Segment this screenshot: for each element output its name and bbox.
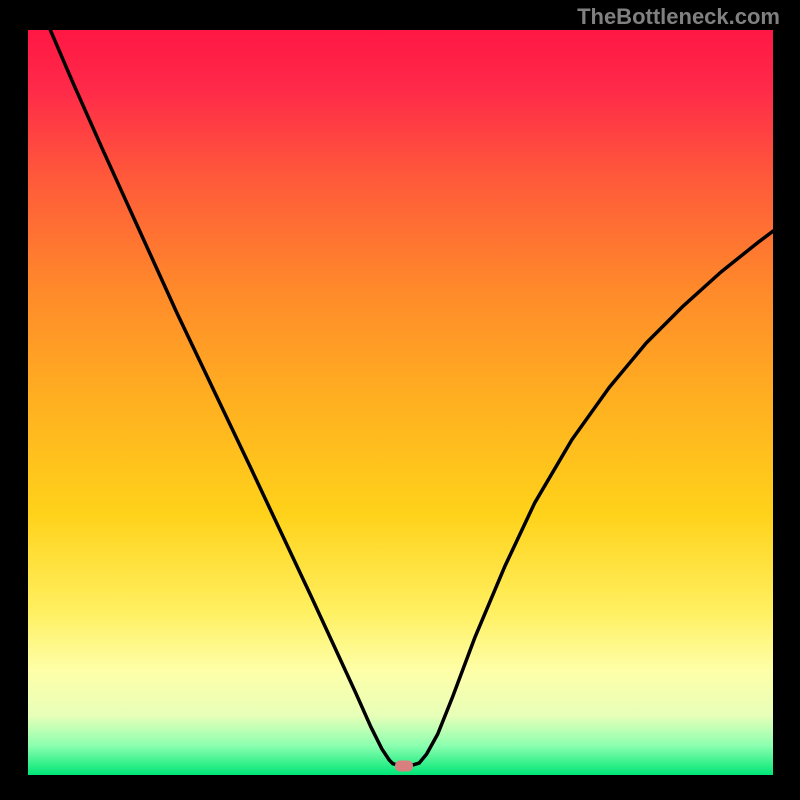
watermark-text: TheBottleneck.com	[577, 4, 780, 30]
optimum-marker	[395, 761, 413, 772]
plot-area	[28, 30, 773, 775]
bottleneck-curve	[50, 30, 773, 765]
curve-svg	[28, 30, 773, 775]
